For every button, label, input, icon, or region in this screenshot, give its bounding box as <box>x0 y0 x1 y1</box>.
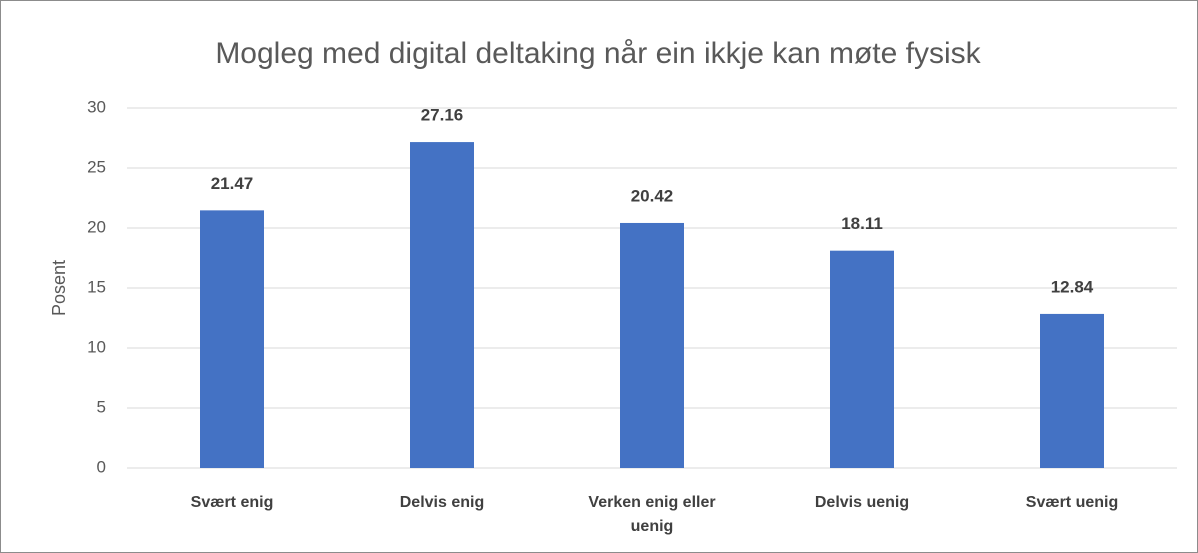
bar <box>830 250 894 468</box>
y-tick-label: 5 <box>97 397 106 416</box>
data-label: 27.16 <box>421 106 464 125</box>
x-tick-label: Svært uenig <box>1026 494 1118 511</box>
y-tick-label: 30 <box>87 97 106 116</box>
data-label: 20.42 <box>631 186 674 205</box>
bar <box>410 142 474 468</box>
y-tick-label: 20 <box>87 217 106 236</box>
bar <box>200 210 264 469</box>
y-tick-label: 0 <box>97 457 106 476</box>
y-tick-label: 15 <box>87 277 106 296</box>
x-tick-label: Svært enig <box>191 494 274 511</box>
x-tick-label: Delvis enig <box>400 494 484 511</box>
bar <box>1040 313 1104 468</box>
x-tick-label: Delvis uenig <box>815 494 909 511</box>
data-label: 12.84 <box>1051 277 1094 296</box>
x-tick-label: Verken enig eller uenig <box>588 494 715 535</box>
data-label: 18.11 <box>841 214 883 233</box>
y-tick-label: 25 <box>87 157 106 176</box>
bar <box>620 222 684 468</box>
chart-title: Mogleg med digital deltaking når ein ikk… <box>215 37 981 70</box>
y-axis-label: Posent <box>49 260 69 316</box>
data-label: 21.47 <box>211 174 254 193</box>
y-tick-label: 10 <box>87 337 106 356</box>
